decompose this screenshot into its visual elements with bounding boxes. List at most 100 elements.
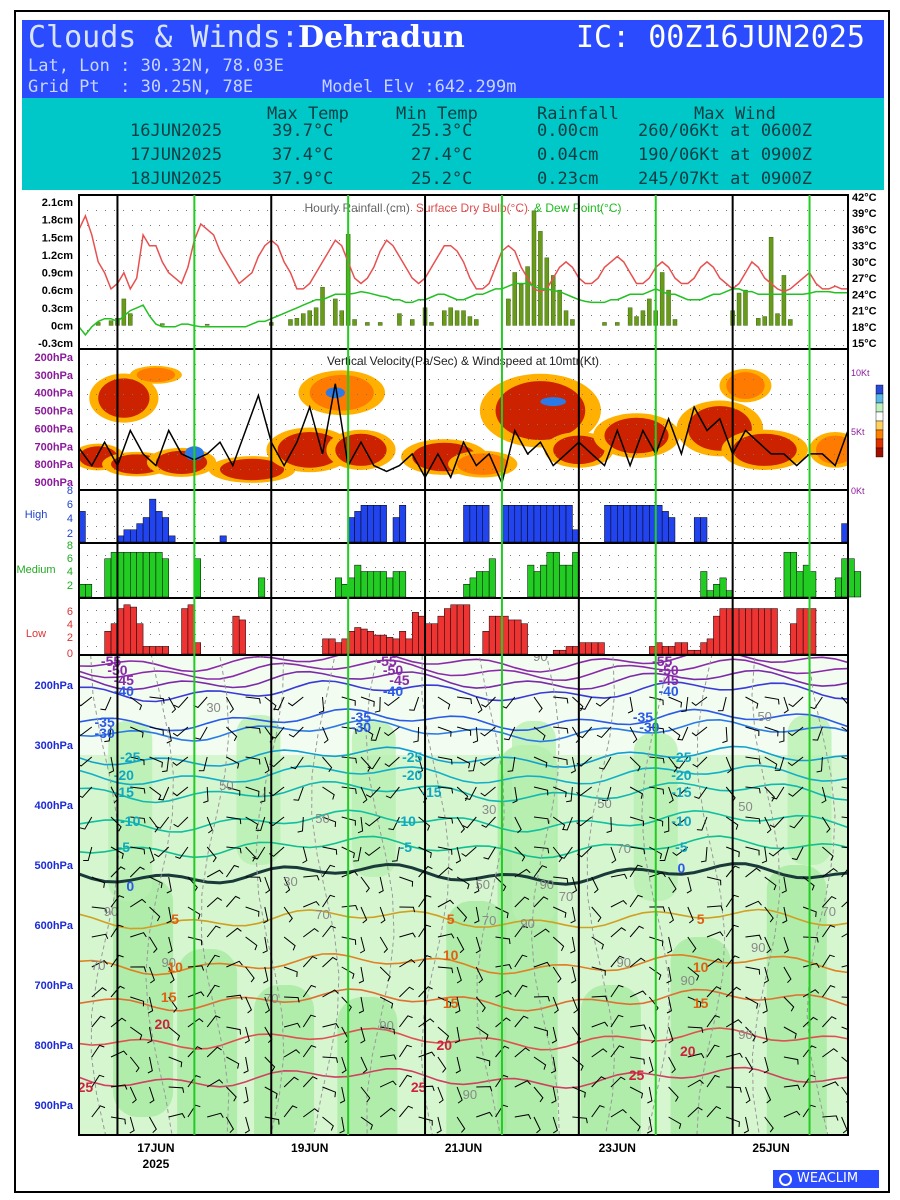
grid-dot	[843, 379, 844, 380]
wind-barb	[245, 756, 261, 765]
wind-barb	[245, 786, 260, 797]
grid-dot	[465, 555, 466, 556]
grid-dot	[105, 379, 106, 380]
grid-dot	[321, 454, 322, 455]
wind-barb	[91, 876, 106, 888]
grid-dot	[267, 379, 268, 380]
grid-dot	[222, 526, 223, 527]
grid-dot	[780, 345, 781, 346]
grid-dot	[303, 379, 304, 380]
grid-dot	[222, 330, 223, 331]
grid-dot	[303, 634, 304, 635]
tick-label: 6	[67, 606, 73, 618]
grid-dot	[204, 591, 205, 592]
wind-barb	[384, 726, 400, 737]
grid-dot	[843, 240, 844, 241]
panel-title: Hourly Rainfall (cm) Surface Dry Bulb(°C)…	[304, 201, 621, 215]
grid-dot	[438, 409, 439, 410]
grid-dot	[717, 579, 718, 580]
rain-bar	[307, 310, 312, 326]
grid-dot	[375, 270, 376, 271]
grid-dot	[528, 330, 529, 331]
cloud-bar	[123, 529, 131, 543]
cloud-bar	[693, 649, 701, 655]
rh-label: 90	[616, 955, 630, 970]
wind-barb	[226, 960, 243, 968]
wind-barb	[687, 906, 694, 924]
grid-dot	[195, 315, 196, 316]
grid-dot	[717, 300, 718, 301]
grid-dot	[483, 555, 484, 556]
grid-dot	[807, 484, 808, 485]
grid-dot	[312, 394, 313, 395]
model-elevation: Model Elv :642.299m	[322, 77, 517, 97]
grid-dot	[537, 634, 538, 635]
grid-dot	[258, 345, 259, 346]
grid-dot	[87, 424, 88, 425]
cloud-bar	[142, 552, 150, 598]
grid-dot	[609, 330, 610, 331]
wind-barb	[647, 1086, 653, 1104]
grid-dot	[87, 567, 88, 568]
grid-dot	[681, 394, 682, 395]
grid-dot	[303, 469, 304, 470]
wind-barb	[360, 1116, 373, 1130]
grid-dot	[204, 526, 205, 527]
grid-dot	[312, 379, 313, 380]
grid-dot	[222, 484, 223, 485]
rain-bar	[762, 316, 767, 326]
grid-dot	[249, 646, 250, 647]
wind-barb	[110, 1017, 127, 1028]
tick-label: 600hPa	[34, 423, 73, 435]
grid-dot	[96, 538, 97, 539]
wind-barb	[418, 846, 432, 858]
grid-dot	[87, 379, 88, 380]
grid-dot	[213, 591, 214, 592]
grid-dot	[267, 300, 268, 301]
grid-dot	[231, 409, 232, 410]
grid-dot	[636, 379, 637, 380]
grid-dot	[798, 300, 799, 301]
grid-dot	[213, 439, 214, 440]
grid-dot	[717, 610, 718, 611]
temperature-label: -35	[633, 709, 653, 725]
grid-dot	[753, 555, 754, 556]
wind-barb	[514, 868, 531, 878]
wind-barb	[495, 990, 512, 998]
grid-dot	[636, 270, 637, 271]
grid-dot	[231, 300, 232, 301]
grid-dot	[807, 345, 808, 346]
grid-dot	[330, 622, 331, 623]
grid-dot	[330, 579, 331, 580]
grid-dot	[177, 622, 178, 623]
temperature-label: -15	[421, 784, 441, 800]
wind-barb	[841, 964, 848, 968]
grid-dot	[420, 484, 421, 485]
grid-dot	[564, 345, 565, 346]
wind-barb	[781, 876, 787, 894]
grid-dot	[654, 330, 655, 331]
grid-dot	[591, 315, 592, 316]
grid-dot	[798, 439, 799, 440]
grid-dot	[312, 555, 313, 556]
grid-dot	[222, 469, 223, 470]
grid-dot	[708, 210, 709, 211]
grid-dot	[825, 538, 826, 539]
grid-dot	[672, 514, 673, 515]
rh-label: 90	[161, 955, 175, 970]
grid-dot	[834, 300, 835, 301]
grid-dot	[582, 424, 583, 425]
grid-dot	[231, 484, 232, 485]
grid-dot	[546, 330, 547, 331]
wind-barb	[552, 1116, 558, 1134]
grid-dot	[834, 225, 835, 226]
grid-dot	[627, 210, 628, 211]
wind-barb	[514, 896, 530, 908]
wind-barb	[108, 756, 115, 774]
grid-dot	[222, 555, 223, 556]
grid-dot	[753, 579, 754, 580]
grid-dot	[753, 315, 754, 316]
grid-dot	[321, 484, 322, 485]
grid-dot	[312, 424, 313, 425]
grid-dot	[771, 210, 772, 211]
